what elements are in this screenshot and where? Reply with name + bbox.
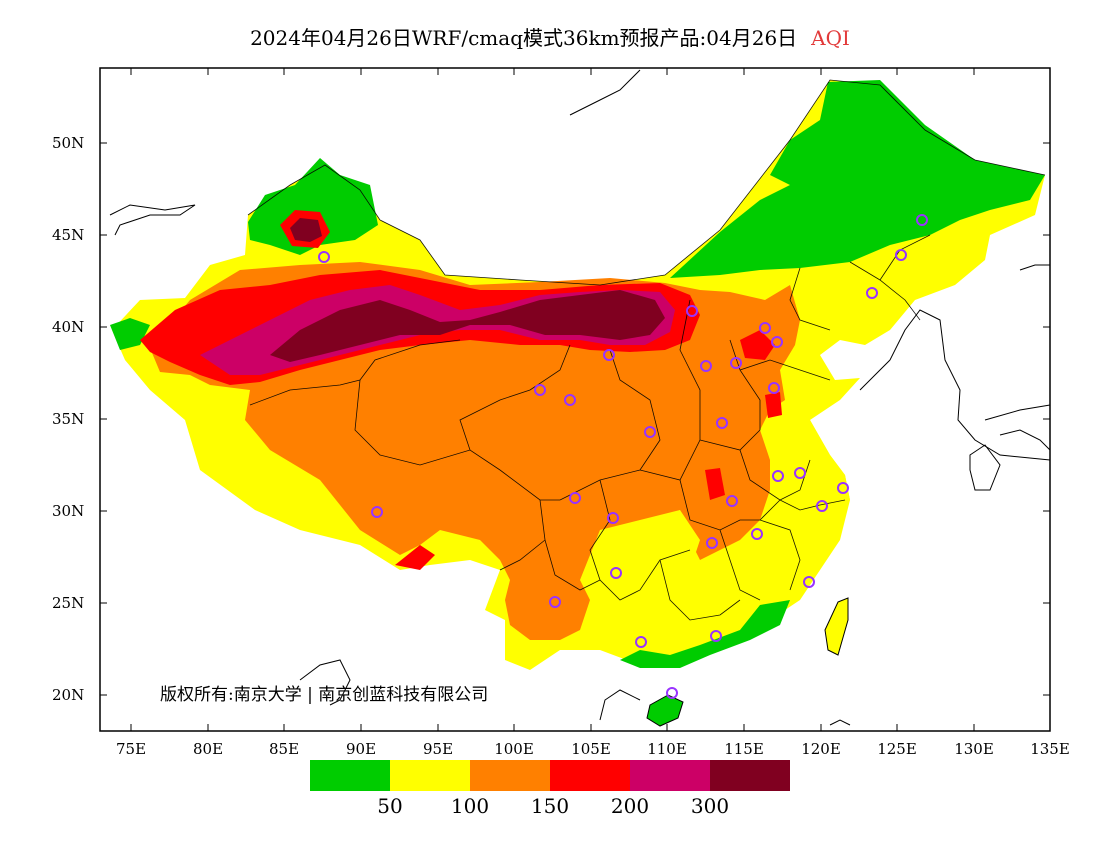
station-marker — [534, 384, 546, 396]
station-marker — [686, 305, 698, 317]
station-marker — [895, 249, 907, 261]
lat-label-25n: 25N — [52, 594, 85, 612]
lon-label-105e: 105E — [571, 740, 611, 758]
station-marker — [716, 417, 728, 429]
lon-label-130e: 130E — [954, 740, 994, 758]
lon-label-135e: 135E — [1030, 740, 1070, 758]
station-marker — [816, 500, 828, 512]
legend-value-50: 50 — [377, 794, 403, 818]
legend-swatch-moderate — [390, 760, 470, 791]
legend-swatch-very-unhealthy — [630, 760, 710, 791]
lat-label-40n: 40N — [52, 318, 85, 336]
legend-swatch-hazardous — [710, 760, 790, 791]
coastlines — [109, 69, 1051, 726]
province-borders — [247, 79, 1046, 621]
lon-label-90e: 90E — [345, 740, 377, 758]
station-marker — [569, 492, 581, 504]
station-marker — [666, 687, 678, 699]
station-marker — [759, 322, 771, 334]
lon-label-75e: 75E — [115, 740, 147, 758]
lat-label-35n: 35N — [52, 410, 85, 428]
map-frame — [99, 67, 1051, 732]
station-marker — [794, 467, 806, 479]
region-red-spot-central — [705, 468, 725, 500]
axis-ticks — [100, 68, 1050, 731]
region-hazardous — [270, 290, 665, 362]
station-marker — [607, 512, 619, 524]
station-marker — [768, 382, 780, 394]
lon-label-85e: 85E — [268, 740, 300, 758]
station-marker — [564, 394, 576, 406]
map-content — [110, 80, 1045, 727]
station-marker — [730, 357, 742, 369]
legend-value-200: 200 — [610, 794, 650, 818]
region-good-northwest — [248, 158, 378, 255]
region-good-south — [620, 600, 790, 668]
region-hotspot-xinjiang-core — [290, 218, 322, 242]
region-good-west — [110, 318, 150, 350]
region-hainan — [646, 694, 684, 727]
station-marker — [706, 537, 718, 549]
legend-swatch-unhealthy-sensitive — [470, 760, 550, 791]
station-marker — [610, 567, 622, 579]
legend-swatch-unhealthy — [550, 760, 630, 791]
station-marker — [751, 528, 763, 540]
station-marker — [318, 251, 330, 263]
station-marker — [710, 630, 722, 642]
station-marker — [803, 576, 815, 588]
region-good-northeast — [670, 80, 1045, 278]
lat-label-45n: 45N — [52, 226, 85, 244]
station-marker — [771, 336, 783, 348]
station-marker — [916, 214, 928, 226]
lon-label-125e: 125E — [877, 740, 917, 758]
legend-value-100: 100 — [450, 794, 490, 818]
color-legend — [310, 760, 790, 791]
station-marker — [726, 495, 738, 507]
region-red-spot-beijing — [740, 330, 775, 360]
station-marker — [644, 426, 656, 438]
title-product: AQI — [811, 26, 850, 50]
legend-value-150: 150 — [530, 794, 570, 818]
map-title: 2024年04月26日WRF/cmaq模式36km预报产品:04月26日 AQI — [0, 22, 1100, 51]
region-red-spot-shandong — [765, 392, 782, 418]
lon-label-80e: 80E — [192, 740, 224, 758]
lon-label-100e: 100E — [494, 740, 534, 758]
title-text: 2024年04月26日WRF/cmaq模式36km预报产品:04月26日 — [250, 26, 798, 50]
lon-label-95e: 95E — [422, 740, 454, 758]
region-taiwan — [824, 597, 849, 656]
lon-label-110e: 110E — [647, 740, 687, 758]
lat-label-20n: 20N — [52, 686, 85, 704]
station-marker — [700, 360, 712, 372]
station-marker — [549, 596, 561, 608]
station-marker — [635, 636, 647, 648]
region-moderate-east — [730, 420, 850, 600]
lat-label-30n: 30N — [52, 502, 85, 520]
station-marker — [772, 470, 784, 482]
region-moderate-south — [580, 510, 700, 640]
station-marker — [603, 349, 615, 361]
station-marker — [371, 506, 383, 518]
legend-swatch-good — [310, 760, 390, 791]
station-marker — [837, 482, 849, 494]
station-marker — [866, 287, 878, 299]
station-markers — [318, 214, 928, 699]
legend-value-300: 300 — [690, 794, 730, 818]
lat-label-50n: 50N — [52, 134, 85, 152]
copyright-text: 版权所有:南京大学 | 南京创蓝科技有限公司 — [160, 685, 489, 705]
lon-label-120e: 120E — [801, 740, 841, 758]
lon-label-115e: 115E — [724, 740, 764, 758]
region-red-spot-tibet — [395, 545, 435, 570]
